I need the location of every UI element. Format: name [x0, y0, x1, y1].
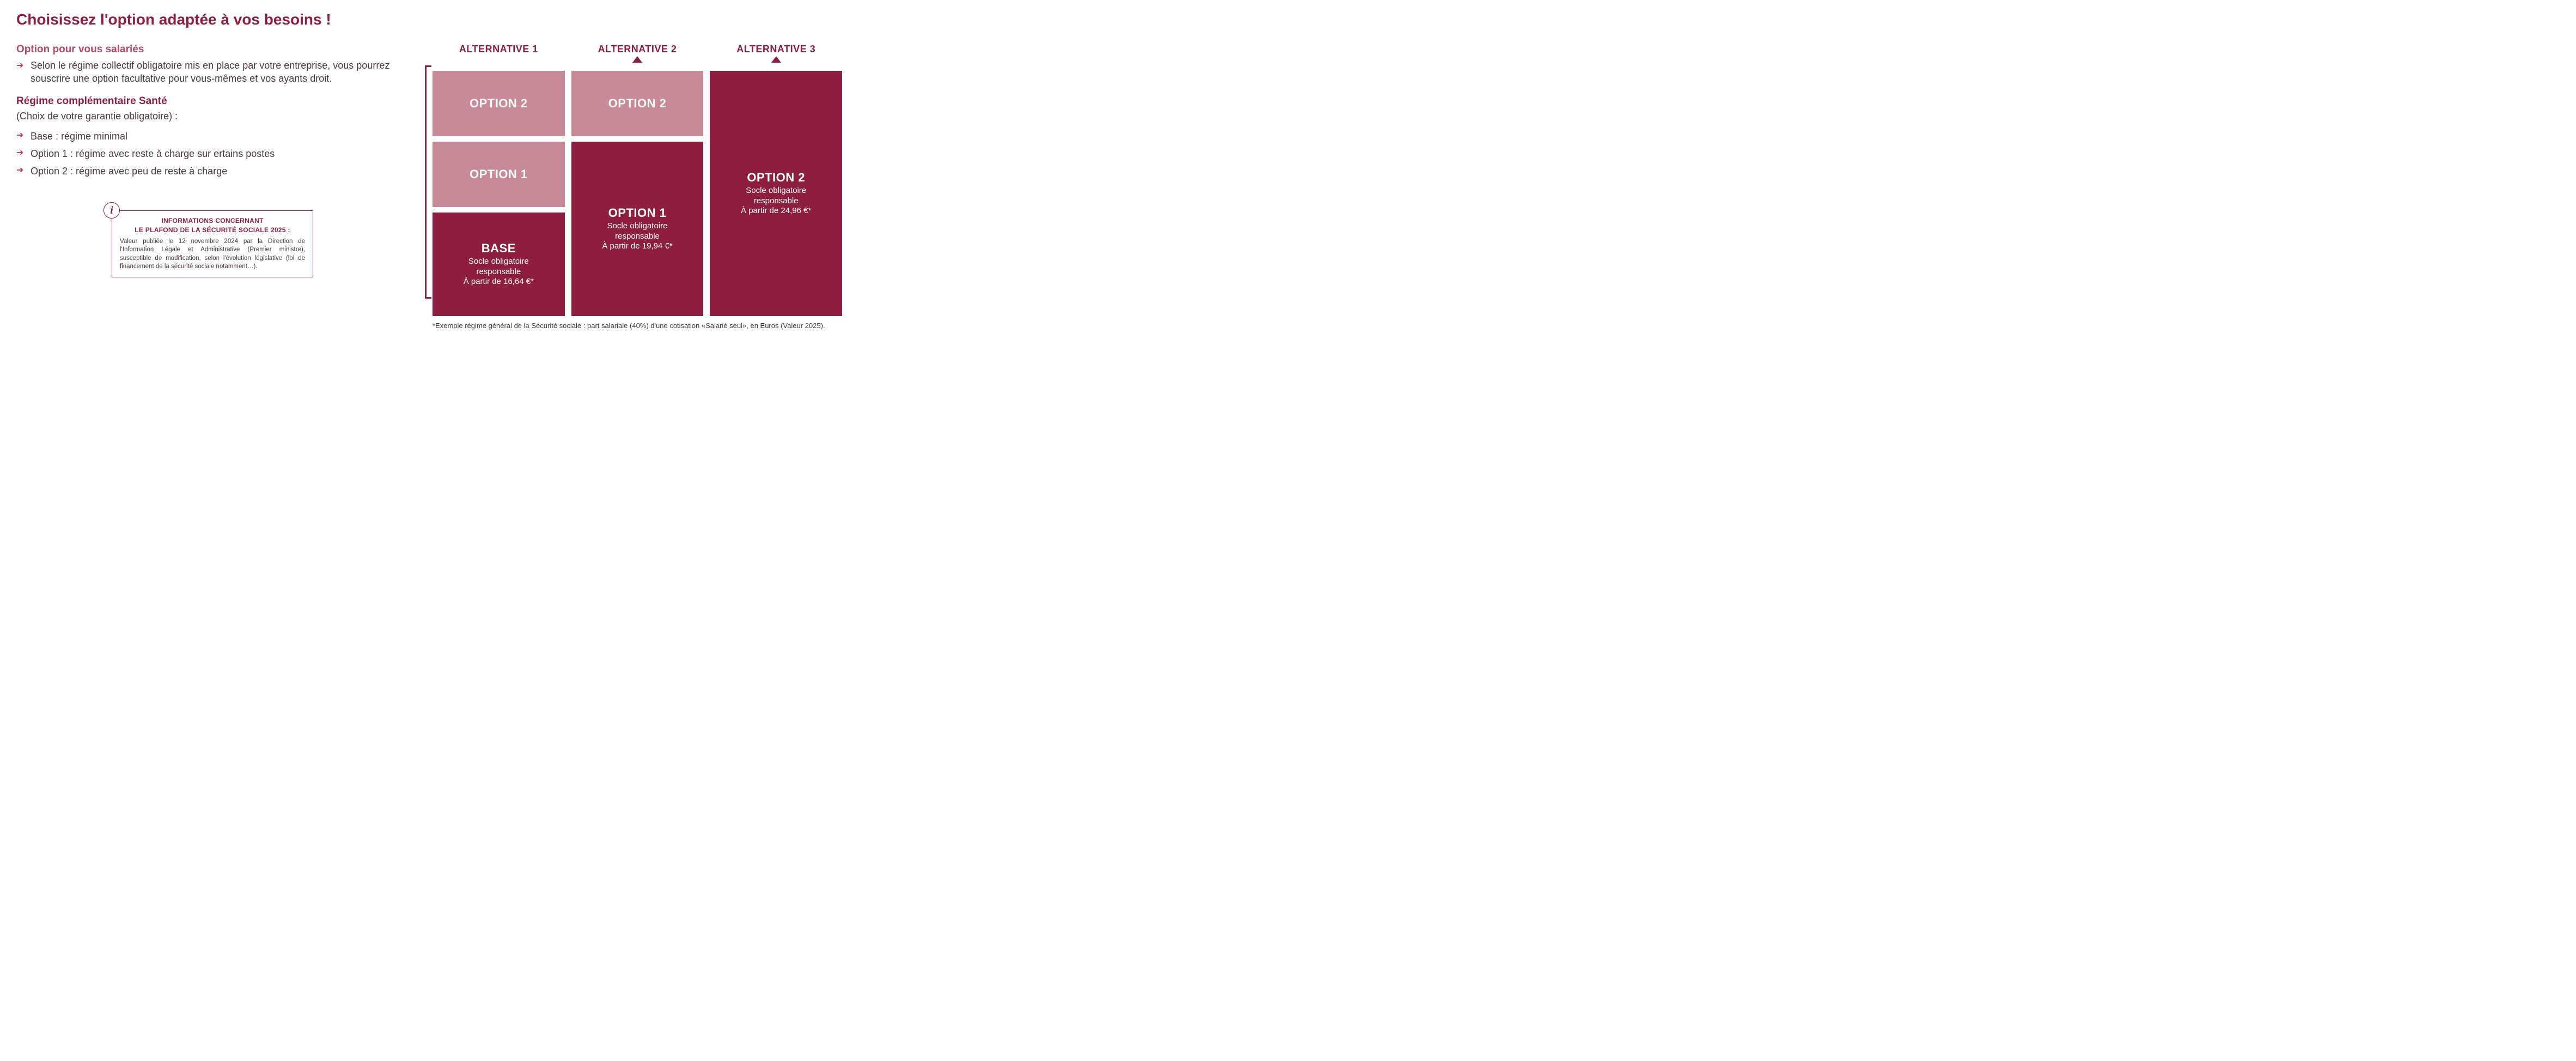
- option-block: OPTION 1Socle obligatoireresponsableÀ pa…: [571, 142, 704, 316]
- option-block-title: OPTION 2: [747, 171, 805, 185]
- section2-title: Régime complémentaire Santé: [16, 95, 409, 107]
- info-box-wrapper: i INFORMATIONS CONCERNANT LE PLAFOND DE …: [16, 210, 409, 277]
- alt-header: ALTERNATIVE 1: [433, 44, 565, 62]
- option-block-title: OPTION 1: [470, 167, 528, 181]
- alt-columns: OPTION 2OPTION 1BASESocle obligatoireres…: [433, 65, 842, 316]
- bullet-list: Base : régime minimal Option 1 : régime …: [16, 130, 409, 178]
- option-block: OPTION 2Socle obligatoireresponsableÀ pa…: [710, 71, 842, 316]
- section2-sub: (Choix de votre garantie obligatoire) :: [16, 111, 409, 122]
- right-column: ALTERNATIVE 1ALTERNATIVE 2ALTERNATIVE 3 …: [425, 44, 842, 331]
- info-box: i INFORMATIONS CONCERNANT LE PLAFOND DE …: [112, 210, 313, 277]
- info-box-title: INFORMATIONS CONCERNANT LE PLAFOND DE LA…: [120, 216, 305, 234]
- left-column: Option pour vous salariés Selon le régim…: [16, 44, 409, 331]
- info-icon: i: [103, 202, 120, 219]
- option-block: OPTION 1: [433, 142, 565, 207]
- section1-body: Selon le régime collectif obligatoire mi…: [16, 59, 409, 86]
- bullet-item: Option 1 : régime avec reste à charge su…: [16, 147, 409, 160]
- alt-header-label: ALTERNATIVE 2: [598, 44, 677, 55]
- bullet-item: Option 2 : régime avec peu de reste à ch…: [16, 165, 409, 178]
- alternatives-chart: ALTERNATIVE 1ALTERNATIVE 2ALTERNATIVE 3 …: [425, 44, 842, 316]
- option-block: OPTION 2: [433, 71, 565, 136]
- alt-header-label: ALTERNATIVE 3: [736, 44, 815, 55]
- bullet-item: Base : régime minimal: [16, 130, 409, 143]
- info-title-line1: INFORMATIONS CONCERNANT: [161, 217, 263, 225]
- alt-column: OPTION 2 OPTION 1Socle obligatoirerespons…: [571, 65, 704, 316]
- option-block-title: OPTION 1: [608, 206, 667, 220]
- option-block: OPTION 2: [571, 71, 704, 136]
- option-block-title: BASE: [482, 241, 516, 256]
- alt-column: OPTION 2 OPTION 1 BASESocle obligatoireres…: [433, 65, 565, 316]
- alt-column: OPTION 2Socle obligatoireresponsableÀ pa…: [710, 65, 842, 316]
- option-block-title: OPTION 2: [608, 96, 667, 111]
- chart-footnote: *Exemple régime général de la Sécurité s…: [425, 322, 842, 331]
- info-box-body: Valeur publiée le 12 novembre 2024 par l…: [120, 238, 305, 271]
- main-layout: Option pour vous salariés Selon le régim…: [16, 44, 842, 331]
- section1-title: Option pour vous salariés: [16, 44, 409, 56]
- up-arrow-icon: [771, 56, 781, 63]
- option-block-title: OPTION 2: [470, 96, 528, 111]
- alt-header: ALTERNATIVE 2: [571, 44, 704, 62]
- alt-header-label: ALTERNATIVE 1: [459, 44, 538, 55]
- option-block-subtitle: Socle obligatoireresponsableÀ partir de …: [741, 186, 811, 216]
- option-block-subtitle: Socle obligatoireresponsableÀ partir de …: [464, 257, 534, 287]
- up-arrow-icon: [632, 56, 642, 63]
- option-block-subtitle: Socle obligatoireresponsableÀ partir de …: [602, 221, 672, 252]
- option-block: BASESocle obligatoireresponsableÀ partir…: [433, 213, 565, 316]
- chart-frame: [425, 65, 431, 299]
- info-title-line2: LE PLAFOND DE LA SÉCURITÉ SOCIALE 2025 :: [135, 226, 290, 234]
- alt-header: ALTERNATIVE 3: [710, 44, 842, 62]
- alt-headers-row: ALTERNATIVE 1 ALTERNATIVE 2 ALTERNATIVE 3: [433, 44, 842, 62]
- page-title: Choisissez l'option adaptée à vos besoin…: [16, 11, 842, 28]
